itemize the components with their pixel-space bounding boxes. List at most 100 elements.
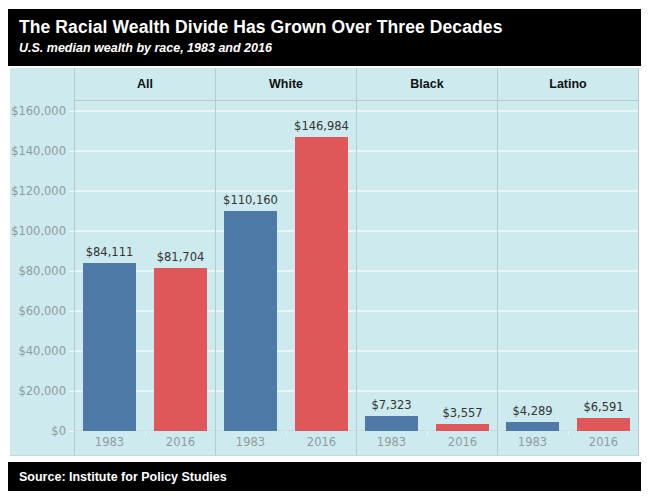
- bar-chart: $0 $20,000 $40,000 $60,000 $80,000 $100,000 $1…: [10, 68, 639, 456]
- panel-header-all: All: [75, 68, 215, 101]
- gridline: [216, 110, 356, 112]
- x-axis-label-1983: 1983: [224, 435, 277, 456]
- gridline: [75, 230, 215, 232]
- bar: [577, 418, 630, 431]
- x-axis-label-1983: 1983: [83, 435, 136, 456]
- y-axis-tick-label: $120,000: [10, 183, 66, 199]
- bars-group: $84,111 $81,704: [75, 263, 215, 431]
- chart-subtitle: U.S. median wealth by race, 1983 and 201…: [19, 40, 641, 57]
- bar-value-label: $6,591: [583, 400, 623, 414]
- bar: [365, 416, 418, 431]
- x-axis-tick-mark: [568, 431, 569, 435]
- y-axis-tick-label: $0: [10, 423, 66, 439]
- x-axis-tick-mark: [145, 431, 146, 435]
- bar-black-1983: $7,323: [365, 416, 418, 431]
- x-axis-tick-mark: [286, 431, 287, 435]
- bar: [295, 137, 348, 431]
- x-axis-label-2016: 2016: [295, 435, 348, 456]
- x-axis-label-2016: 2016: [154, 435, 207, 456]
- gridline: [498, 350, 638, 352]
- y-axis-tick: $40,000: [10, 343, 74, 359]
- y-axis-tick: $60,000: [10, 303, 74, 319]
- bar-value-label: $81,704: [157, 250, 205, 264]
- y-axis-tick: $0: [10, 423, 74, 439]
- y-axis-tick: $80,000: [10, 263, 74, 279]
- y-axis-tick-label: $160,000: [10, 103, 66, 119]
- bar-value-label: $110,160: [223, 193, 278, 207]
- chart-title: The Racial Wealth Divide Has Grown Over …: [19, 15, 641, 40]
- gridline: [357, 230, 497, 232]
- panel-x-axis: 1983 2016: [498, 431, 638, 456]
- x-axis-label-2016: 2016: [436, 435, 489, 456]
- y-axis-tick-label: $20,000: [10, 383, 66, 399]
- panel-title: Latino: [549, 77, 587, 91]
- y-axis-tick: $100,000: [10, 223, 74, 239]
- bar-value-label: $3,557: [442, 406, 482, 420]
- bar-all-1983: $84,111: [83, 263, 136, 431]
- bar-latino-2016: $6,591: [577, 418, 630, 431]
- bar-value-label: $4,289: [512, 404, 552, 418]
- y-axis-tick: $140,000: [10, 143, 74, 159]
- bars-group: $110,160$146,984: [216, 137, 356, 431]
- panel-header-black: Black: [357, 68, 497, 101]
- gridline: [357, 150, 497, 152]
- bar: [154, 268, 207, 431]
- x-axis-label-1983: 1983: [506, 435, 559, 456]
- bar-black-2016: $3,557: [436, 424, 489, 431]
- x-axis-label-1983: 1983: [365, 435, 418, 456]
- bar-all-2016: $81,704: [154, 268, 207, 431]
- y-axis-tick-label: $80,000: [10, 263, 66, 279]
- source-band: Source: Institute for Policy Studies: [8, 462, 641, 491]
- panel-black: Black $7,323 $3,557 1983 2016: [356, 68, 497, 455]
- y-axis-tick: $160,000: [10, 103, 74, 119]
- panel-x-axis: 1983 2016: [216, 431, 356, 456]
- gridline: [357, 390, 497, 392]
- bar-latino-1983: $4,289: [506, 422, 559, 431]
- bar-value-label: $7,323: [371, 398, 411, 412]
- y-axis-tick: $120,000: [10, 183, 74, 199]
- gridline: [75, 150, 215, 152]
- panel-x-axis: 1983 2016: [357, 431, 497, 456]
- gridline: [357, 190, 497, 192]
- gridline: [357, 110, 497, 112]
- bars-group: $4,289 $6,591: [498, 418, 638, 431]
- panel-header-white: White: [216, 68, 356, 101]
- y-axis-tick-label: $100,000: [10, 223, 66, 239]
- x-axis-tick-mark: [427, 431, 428, 435]
- x-axis-label-2016: 2016: [577, 435, 630, 456]
- panel-plot: $4,289 $6,591: [498, 101, 638, 431]
- panel-title: White: [269, 77, 303, 91]
- panel-latino: Latino $4,289 $6,591 1983 2016: [497, 68, 638, 455]
- gridline: [498, 390, 638, 392]
- gridline: [75, 110, 215, 112]
- gridline: [498, 110, 638, 112]
- gridline: [75, 190, 215, 192]
- bars-group: $7,323 $3,557: [357, 416, 497, 431]
- y-axis-tick-label: $140,000: [10, 143, 66, 159]
- panel-title: All: [137, 77, 153, 91]
- panel-plot: $7,323 $3,557: [357, 101, 497, 431]
- gridline: [498, 150, 638, 152]
- bar-value-label: $84,111: [86, 245, 134, 259]
- y-axis: $0 $20,000 $40,000 $60,000 $80,000 $100,000 $1…: [10, 68, 74, 455]
- gridline: [498, 310, 638, 312]
- panel-plot: $110,160 $146,984: [216, 101, 356, 431]
- bar: [83, 263, 136, 431]
- panel-plot: $84,111 $81,704: [75, 101, 215, 431]
- gridline: [498, 270, 638, 272]
- bar: [224, 211, 277, 431]
- infographic: The Racial Wealth Divide Has Grown Over …: [0, 0, 649, 499]
- gridline: [357, 310, 497, 312]
- bar-value-label: $146,984: [294, 119, 349, 133]
- panel-x-axis: 1983 2016: [75, 431, 215, 456]
- bar: [436, 424, 489, 431]
- gridline: [357, 350, 497, 352]
- y-axis-tick-label: $40,000: [10, 343, 66, 359]
- y-axis-tick-label: $60,000: [10, 303, 66, 319]
- panel-header-latino: Latino: [498, 68, 638, 101]
- gridline: [498, 190, 638, 192]
- panel-title: Black: [410, 77, 443, 91]
- panel-white: White $110,160 $146,984 1983 2016: [215, 68, 356, 455]
- source-text: Source: Institute for Policy Studies: [19, 470, 227, 484]
- y-axis-tick: $20,000: [10, 383, 74, 399]
